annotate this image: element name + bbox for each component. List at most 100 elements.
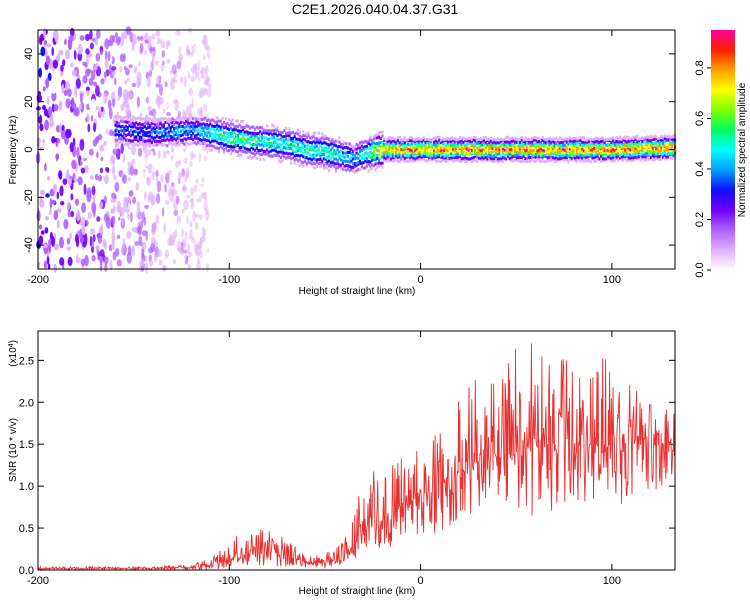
spectrogram-noise-cell	[203, 103, 208, 112]
spectrogram-ridge-cell	[637, 155, 641, 159]
spectrogram-ridge-cell	[221, 146, 224, 150]
spectrogram-ridge-cell	[209, 140, 212, 144]
spectrogram-ridge-cell	[336, 139, 339, 143]
spectrogram-ridge-cell	[312, 148, 315, 152]
spectrogram-ridge-cell	[326, 137, 329, 140]
spectrogram-noise-cell	[103, 113, 109, 120]
spectrogram-ridge-cell	[558, 157, 561, 161]
spectrogram-ridge-cell	[484, 158, 487, 162]
spectrogram-ridge-cell	[462, 136, 465, 140]
spectrogram-ridge-cell	[438, 135, 441, 139]
spectrogram-ridge-cell	[329, 148, 332, 152]
spectrogram-ridge-cell	[517, 144, 520, 148]
spectrogram-ridge-cell	[192, 117, 195, 121]
spectrogram-ridge-cell	[369, 146, 372, 150]
spectrogram-ridge-cell	[377, 143, 381, 147]
spectrogram-ridge-cell	[259, 143, 262, 147]
spectrogram-ridge-cell	[210, 144, 214, 148]
snr-series-line	[37, 343, 675, 572]
spectrogram-ridge-cell	[333, 161, 336, 165]
spectrogram-ridge-cell	[262, 131, 265, 135]
colorbar: 0.00.20.40.60.8 Normalized spectral ampl…	[694, 30, 748, 278]
spectrogram-ridge-cell	[563, 148, 567, 152]
spectrogram-noise-cell	[178, 159, 182, 166]
spectrogram-ridge-cell	[147, 122, 150, 126]
spectrogram-ridge-cell	[346, 164, 350, 168]
spectrogram-noise-cell	[98, 254, 104, 264]
spectrogram-ridge-cell	[627, 152, 630, 156]
spectrogram-ridge-cell	[546, 159, 549, 163]
spectrogram-ridge-cell	[267, 132, 270, 136]
spectrogram-noise-cell	[147, 105, 153, 113]
spectrogram-ridge-cell	[140, 138, 143, 141]
spectrogram-noise-cell	[83, 183, 87, 196]
spectrogram-ridge-cell	[470, 144, 474, 147]
spectrogram-ridge-cell	[166, 137, 169, 141]
spectrogram-ridge-cell	[486, 137, 489, 141]
spectrogram-ridge-cell	[317, 162, 320, 165]
spectrogram-ridge-cell	[498, 152, 501, 155]
spectrogram-ridge-cell	[524, 136, 527, 140]
spectrogram-ridge-cell	[197, 140, 200, 144]
spectrogram-ridge-cell	[121, 134, 124, 138]
spectrogram-ridge-cell	[190, 125, 193, 129]
spectrogram-ridge-cell	[305, 156, 308, 160]
spectrogram-ridge-cell	[443, 156, 446, 160]
spectrogram-ridge-cell	[322, 149, 325, 153]
spectrogram-ridge-cell	[200, 142, 203, 146]
spectrogram-ridge-cell	[519, 145, 522, 149]
spectrogram-ridge-cell	[210, 136, 214, 140]
spectrogram-ridge-cell	[355, 156, 358, 160]
spectrogram-ridge-cell	[663, 153, 666, 157]
spectrogram-ridge-cell	[470, 141, 474, 145]
spectrogram-ridge-cell	[384, 150, 387, 154]
spectrogram-ridge-cell	[159, 142, 162, 145]
spectrogram-ridge-cell	[441, 150, 444, 154]
spectrogram-noise-cell	[148, 110, 153, 116]
spectrogram-ridge-cell	[445, 156, 448, 160]
spectrogram-ridge-cell	[450, 152, 453, 156]
spectrogram-noise-cell	[47, 106, 53, 117]
spectrogram-noise-cell	[106, 167, 110, 173]
spectrogram-ridge-cell	[336, 162, 339, 166]
spectrogram-ridge-cell	[417, 148, 420, 152]
spectrogram-ridge-cell	[161, 134, 164, 138]
spectrogram-ridge-cell	[124, 115, 127, 119]
spectrogram-ridge-cell	[424, 158, 427, 162]
spectrogram-ridge-cell	[593, 156, 596, 160]
spectrogram-ridge-cell	[326, 160, 329, 164]
spectrogram-noise-cell	[38, 67, 42, 78]
spectrogram-ridge-cell	[383, 156, 386, 160]
spectrogram-ridge-cell	[560, 146, 563, 150]
spectrogram-ridge-cell	[653, 145, 656, 149]
spectrogram-ridge-cell	[398, 159, 401, 163]
spectrogram-ridge-cell	[293, 154, 296, 158]
spectrogram-ridge-cell	[257, 149, 260, 152]
spectrogram-noise-cell	[117, 95, 121, 101]
spectrogram-y-tick-label: -40	[23, 237, 35, 253]
spectrogram-ridge-cell	[176, 116, 179, 120]
spectrogram-noise-cell	[158, 104, 161, 110]
spectrogram-ridge-cell	[121, 140, 124, 144]
spectrogram-ridge-cell	[305, 146, 308, 150]
spectrogram-ridge-cell	[427, 146, 431, 150]
spectrogram-ridge-cell	[436, 136, 439, 139]
spectrogram-ridge-cell	[235, 119, 238, 123]
spectrogram-ridge-cell	[522, 154, 525, 158]
spectrogram-noise-cell	[125, 67, 130, 76]
spectrogram-ridge-cell	[192, 138, 195, 142]
spectrogram-ridge-cell	[412, 159, 415, 163]
spectrogram-ridge-cell	[543, 160, 546, 163]
spectrogram-ridge-cell	[365, 146, 369, 150]
spectrogram-noise-cell	[65, 82, 69, 90]
spectrogram-ridge-cell	[333, 143, 336, 147]
spectrogram-ridge-cell	[656, 144, 659, 148]
spectrogram-ridge-cell	[372, 145, 375, 149]
spectrogram-ridge-cell	[495, 138, 498, 142]
spectrogram-ridge-cell	[660, 145, 663, 149]
spectrogram-ridge-cell	[615, 150, 618, 154]
spectrogram-ridge-cell	[391, 150, 394, 154]
spectrogram-ridge-cell	[415, 147, 418, 151]
